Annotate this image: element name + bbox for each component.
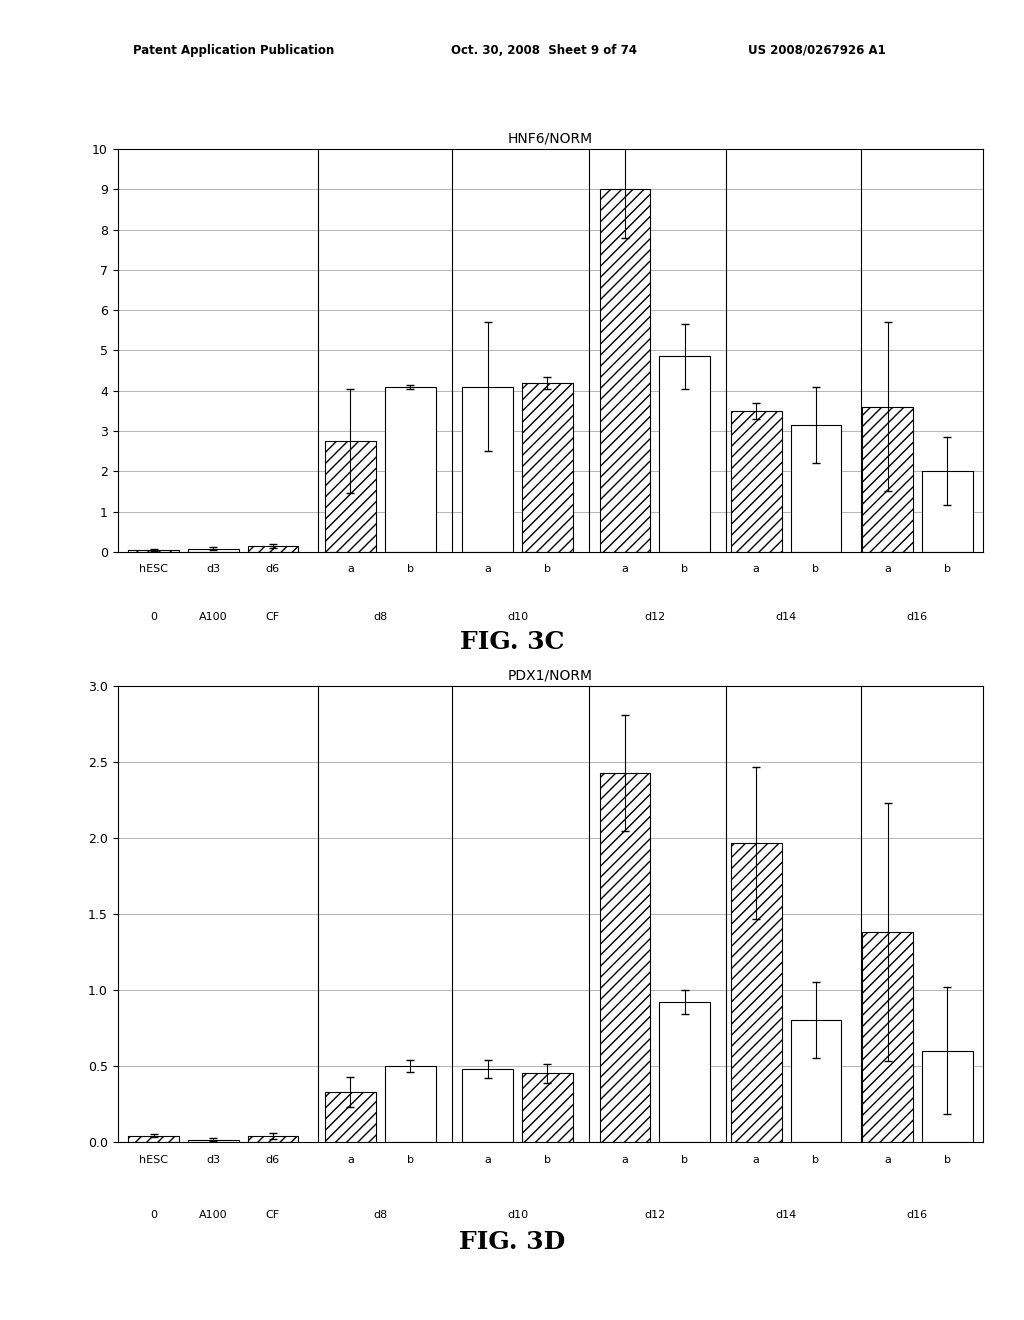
Text: d8: d8 <box>373 612 387 622</box>
Text: b: b <box>544 564 551 574</box>
Bar <box>791 1020 842 1142</box>
Text: d3: d3 <box>206 564 220 574</box>
Title: PDX1/NORM: PDX1/NORM <box>508 668 593 682</box>
Text: d6: d6 <box>266 564 280 574</box>
Text: 0: 0 <box>151 1210 157 1220</box>
Text: b: b <box>544 1155 551 1166</box>
Text: hESC: hESC <box>139 564 168 574</box>
Text: a: a <box>484 564 492 574</box>
Text: Oct. 30, 2008  Sheet 9 of 74: Oct. 30, 2008 Sheet 9 of 74 <box>451 44 637 57</box>
Text: d16: d16 <box>907 612 928 622</box>
Title: HNF6/NORM: HNF6/NORM <box>508 131 593 145</box>
Text: b: b <box>407 1155 414 1166</box>
Bar <box>385 387 435 552</box>
Bar <box>522 383 572 552</box>
Bar <box>731 842 781 1142</box>
Text: d8: d8 <box>373 1210 387 1220</box>
Text: FIG. 3D: FIG. 3D <box>459 1230 565 1254</box>
Text: b: b <box>944 1155 950 1166</box>
Text: a: a <box>347 564 354 574</box>
Bar <box>463 1069 513 1142</box>
Text: FIG. 3C: FIG. 3C <box>460 630 564 653</box>
Bar <box>187 549 239 552</box>
Text: A100: A100 <box>199 612 227 622</box>
Text: CF: CF <box>266 612 280 622</box>
Text: a: a <box>622 564 629 574</box>
Text: A100: A100 <box>199 1210 227 1220</box>
Bar <box>659 356 710 552</box>
Text: b: b <box>407 564 414 574</box>
Text: a: a <box>753 564 760 574</box>
Text: d6: d6 <box>266 1155 280 1166</box>
Text: a: a <box>884 1155 891 1166</box>
Bar <box>922 471 973 552</box>
Text: 0: 0 <box>151 612 157 622</box>
Bar <box>326 1092 376 1142</box>
Text: a: a <box>884 564 891 574</box>
Text: b: b <box>681 1155 688 1166</box>
Text: hESC: hESC <box>139 1155 168 1166</box>
Bar <box>128 1135 179 1142</box>
Text: CF: CF <box>266 1210 280 1220</box>
Text: d16: d16 <box>907 1210 928 1220</box>
Bar <box>791 425 842 552</box>
Text: d12: d12 <box>644 1210 666 1220</box>
Text: b: b <box>812 1155 819 1166</box>
Bar <box>128 549 179 552</box>
Bar <box>922 1051 973 1142</box>
Text: a: a <box>484 1155 492 1166</box>
Text: a: a <box>622 1155 629 1166</box>
Bar <box>600 774 650 1142</box>
Bar <box>731 411 781 552</box>
Text: Patent Application Publication: Patent Application Publication <box>133 44 335 57</box>
Text: d12: d12 <box>644 612 666 622</box>
Bar <box>326 441 376 552</box>
Bar <box>659 1002 710 1142</box>
Text: US 2008/0267926 A1: US 2008/0267926 A1 <box>748 44 886 57</box>
Text: b: b <box>812 564 819 574</box>
Bar <box>248 545 298 552</box>
Text: d3: d3 <box>206 1155 220 1166</box>
Text: d10: d10 <box>507 612 528 622</box>
Text: d14: d14 <box>775 1210 797 1220</box>
Text: d14: d14 <box>775 612 797 622</box>
Bar <box>862 932 913 1142</box>
Text: a: a <box>753 1155 760 1166</box>
Bar <box>862 407 913 552</box>
Bar <box>385 1067 435 1142</box>
Bar <box>522 1073 572 1142</box>
Bar <box>463 387 513 552</box>
Bar <box>187 1139 239 1142</box>
Text: a: a <box>347 1155 354 1166</box>
Bar <box>600 190 650 552</box>
Text: b: b <box>944 564 950 574</box>
Bar <box>248 1135 298 1142</box>
Text: d10: d10 <box>507 1210 528 1220</box>
Text: b: b <box>681 564 688 574</box>
